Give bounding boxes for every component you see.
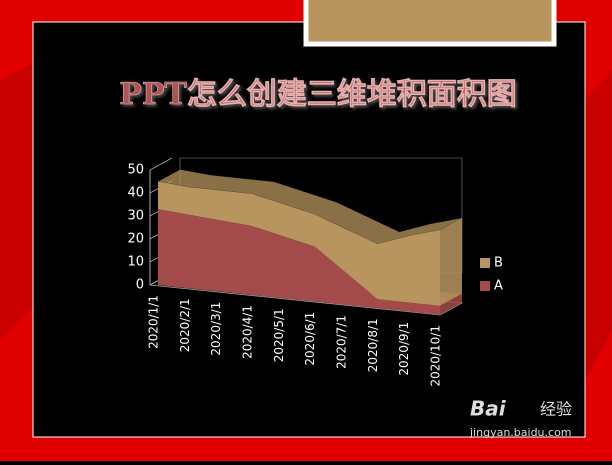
x-tick-label: 2020/6/1 — [303, 312, 317, 366]
area — [158, 209, 440, 315]
y-tick-label: 50 — [127, 163, 144, 178]
x-tick-label: 2020/9/1 — [397, 322, 411, 376]
x-tick-label: 2020/10/1 — [429, 325, 443, 387]
area-side — [440, 217, 462, 306]
x-tick-label: 2020/1/1 — [147, 295, 161, 349]
x-tick-label: 2020/4/1 — [241, 305, 255, 359]
frame-pattern — [0, 60, 40, 340]
legend-label: B — [494, 256, 503, 271]
legend-swatch — [480, 258, 490, 268]
x-tick-label: 2020/5/1 — [272, 308, 286, 362]
frame-pattern — [585, 70, 612, 380]
watermark-product: 经验 — [540, 400, 572, 419]
chart-title: PPT怎么创建三维堆积面积图 — [119, 77, 516, 112]
grid-line — [149, 157, 173, 171]
y-tick-label: 30 — [127, 209, 144, 224]
x-tick-label: 2020/3/1 — [209, 302, 223, 356]
x-tick-label: 2020/7/1 — [335, 315, 349, 369]
chart: 0 10 20 30 40 50 2020/1/1 2020/2/1 2020/3/1 2020/… — [127, 157, 503, 387]
title-box — [303, 0, 557, 47]
area — [158, 181, 440, 306]
area-side — [440, 293, 462, 315]
legend-label: A — [494, 279, 503, 294]
legend-swatch — [480, 281, 490, 291]
y-tick-label: 20 — [127, 232, 144, 247]
x-tick-label: 2020/2/1 — [178, 298, 192, 352]
x-tick-label: 2020/8/1 — [366, 318, 380, 372]
watermark-brand: Bai — [470, 397, 507, 421]
y-tick-label: 0 — [136, 278, 144, 293]
y-tick-label: 40 — [127, 186, 144, 201]
y-tick-label: 10 — [127, 255, 144, 270]
watermark-url: jingyan.baidu.com — [469, 426, 572, 439]
